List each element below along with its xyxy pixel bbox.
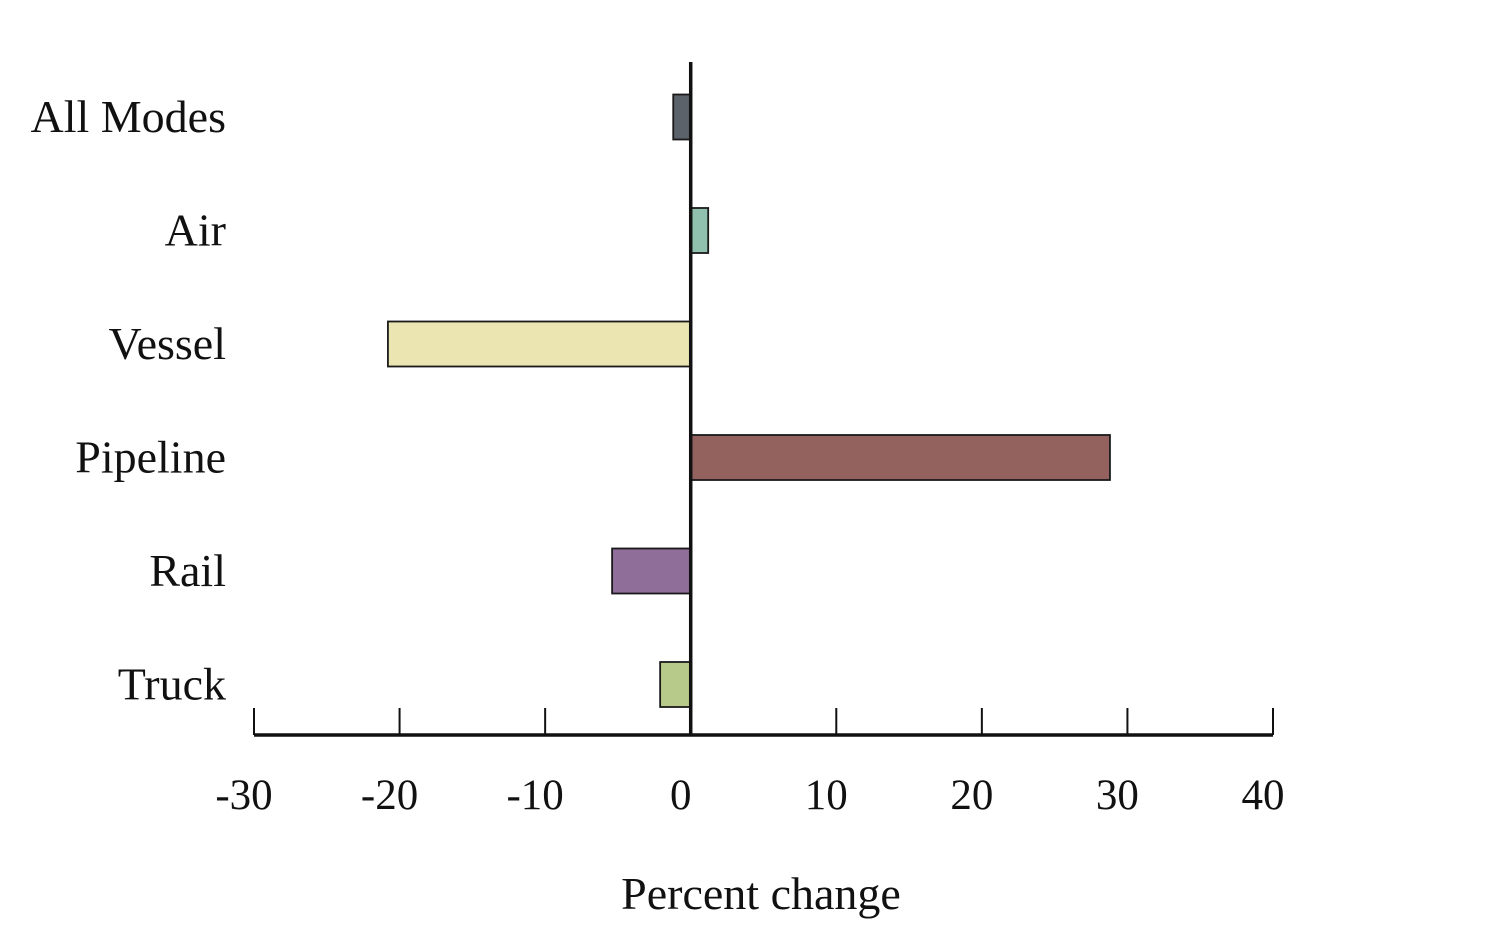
bar-pipeline [689, 434, 1111, 481]
x-tick-label-30: 30 [1096, 772, 1139, 819]
x-tick-label-neg10: -10 [506, 772, 563, 819]
bar-rail [611, 547, 692, 595]
bar-all-modes [672, 93, 692, 141]
x-tick-label-10: 10 [805, 772, 848, 819]
x-axis-tick-labels: -30 -20 -10 0 10 20 30 40 [215, 772, 1284, 819]
bar-air [689, 207, 710, 254]
category-label-air: Air [165, 205, 226, 256]
x-tick-label-0: 0 [670, 772, 692, 819]
category-label-rail: Rail [149, 545, 226, 596]
bar-vessel [387, 320, 692, 368]
x-axis-ticks [253, 708, 1274, 735]
bars [387, 93, 1111, 708]
category-label-all-modes: All Modes [31, 91, 227, 142]
x-tick-label-neg30: -30 [215, 772, 272, 819]
category-label-pipeline: Pipeline [75, 432, 226, 483]
x-tick-label-20: 20 [950, 772, 993, 819]
category-labels: All Modes Air Vessel Pipeline Rail Truck [31, 91, 227, 710]
x-tick-label-neg20: -20 [361, 772, 418, 819]
x-tick-label-40: 40 [1242, 772, 1285, 819]
bar-truck [659, 661, 692, 708]
x-axis-title: Percent change [621, 868, 901, 919]
category-label-vessel: Vessel [108, 318, 226, 369]
category-label-truck: Truck [118, 659, 226, 710]
